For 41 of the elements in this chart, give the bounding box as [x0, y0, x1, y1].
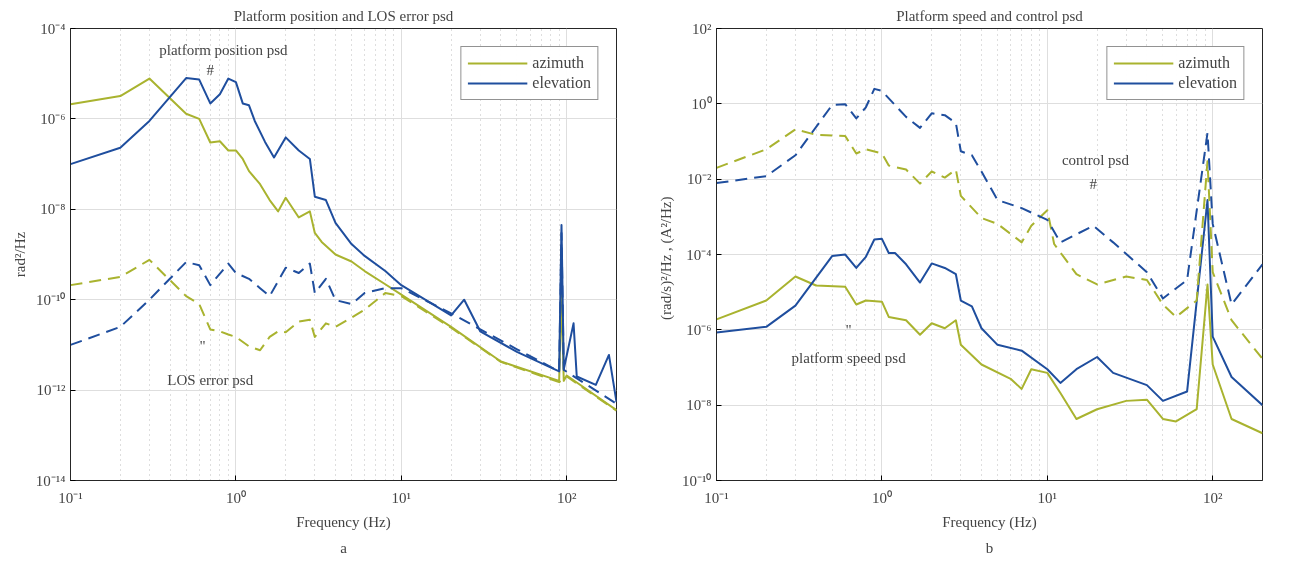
legend-label: azimuth [1178, 54, 1230, 72]
y-axis-title: (rad/s)²/Hz , (A²/Hz) [658, 196, 675, 321]
annotation: " [199, 338, 206, 355]
y-tick-label: 10⁻¹⁴ [35, 472, 66, 489]
annotation: LOS error psd [167, 371, 254, 388]
annotation: platform position psd [159, 41, 289, 58]
chart-title: Platform position and LOS error psd [233, 7, 454, 24]
x-axis-title: Frequency (Hz) [942, 513, 1037, 531]
y-tick-label: 10⁻⁸ [686, 397, 712, 414]
y-tick-label: 10⁻⁴ [686, 246, 712, 263]
annotation: # [206, 62, 215, 79]
x-tick-label: 10¹ [1037, 489, 1058, 506]
text: a [340, 539, 348, 556]
y-tick-label: 10⁻⁴ [40, 20, 66, 37]
legend-label: elevation [532, 74, 591, 92]
legend-label: elevation [1178, 74, 1237, 92]
text: b [985, 539, 994, 556]
legend-label: azimuth [532, 54, 584, 72]
chart-title: Platform speed and control psd [896, 7, 1084, 24]
x-tick-label: 10² [556, 489, 577, 506]
y-tick-label: 10⁻² [687, 171, 712, 188]
x-tick-label: 10⁻¹ [58, 489, 83, 506]
y-tick-label: 10² [692, 20, 712, 37]
y-tick-label: 10⁻⁸ [40, 201, 66, 218]
y-tick-label: 10⁻¹² [36, 382, 66, 399]
y-tick-label: 10⁻¹⁰ [682, 472, 712, 489]
y-axis-title: rad²/Hz [11, 231, 28, 278]
y-tick-label: 10⁻¹⁰ [36, 291, 66, 308]
y-tick-label: 10⁻⁶ [40, 110, 66, 127]
x-axis-title: Frequency (Hz) [296, 513, 391, 531]
annotation: " [845, 321, 852, 338]
x-tick-label: 10⁻¹ [704, 489, 729, 506]
annotation: # [1089, 175, 1098, 192]
x-tick-label: 10¹ [391, 489, 412, 506]
x-tick-label: 10⁰ [225, 489, 246, 506]
annotation: control psd [1061, 151, 1130, 168]
annotation: platform speed psd [791, 349, 907, 366]
y-tick-label: 10⁰ [691, 95, 712, 112]
x-tick-label: 10² [1202, 489, 1223, 506]
x-tick-label: 10⁰ [871, 489, 892, 506]
y-tick-label: 10⁻⁶ [686, 321, 712, 338]
